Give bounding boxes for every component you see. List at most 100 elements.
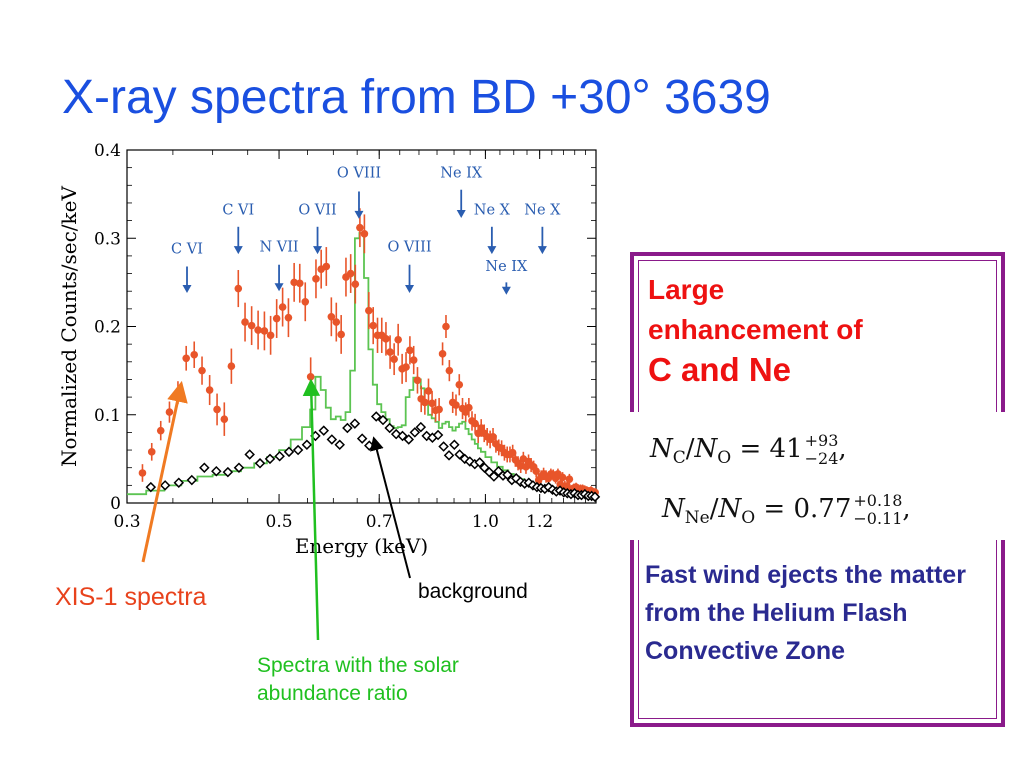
background-data-point	[449, 439, 460, 451]
background-data-point	[211, 465, 222, 477]
line-id-label: C VI	[171, 241, 203, 257]
xis-data-point	[409, 356, 418, 364]
background-data-point	[173, 477, 185, 488]
line-id-arrowhead	[354, 210, 364, 219]
xis-data-point	[138, 469, 147, 477]
background-data-point	[349, 418, 361, 429]
background-data-point	[488, 471, 500, 482]
background-data-point	[384, 422, 395, 434]
y-axis-label: Normalized Counts/sec/keV	[57, 185, 81, 466]
neon-oxygen-ratio-equation: NNe/NO = 0.77 +0.18 −0.11,	[662, 491, 911, 529]
xis-data-point	[365, 306, 373, 315]
background-data-point	[159, 480, 171, 491]
background-data-point	[356, 433, 368, 444]
xis-data-point	[394, 335, 402, 344]
xis-data-point	[455, 380, 464, 389]
xis-data-point	[424, 387, 433, 395]
xis-data-point	[266, 331, 275, 340]
xis-data-point	[284, 313, 293, 322]
xis-pointer-arrow	[141, 380, 188, 563]
background-data-point	[443, 450, 455, 461]
background-data-point	[454, 449, 465, 460]
xis-data-point	[254, 326, 262, 334]
xis-data-point	[369, 321, 378, 330]
xis-data-point	[295, 279, 304, 288]
xis-data-point	[182, 354, 190, 363]
background-data-point	[283, 446, 295, 458]
note-heading-line3: C and Ne	[648, 351, 792, 388]
background-data-point	[199, 462, 210, 473]
xis-data-point	[558, 473, 567, 482]
line-id-label: O VII	[298, 202, 336, 218]
background-data-point	[254, 458, 266, 469]
xis-data-point	[382, 335, 390, 343]
xis-data-point	[332, 318, 341, 326]
line-id-arrowhead	[501, 286, 511, 295]
background-data-point	[334, 439, 345, 451]
equation-area	[622, 412, 1024, 540]
background-data-point	[318, 425, 330, 436]
xis-data-point	[290, 278, 298, 287]
background-data-point	[438, 441, 449, 452]
carbon-oxygen-ratio-equation: NC/NO = 41 +93 −24,	[650, 431, 847, 469]
background-data-point	[326, 434, 338, 445]
background-data-point	[292, 444, 304, 456]
xis-data-point	[156, 426, 165, 435]
background-data-point	[364, 440, 375, 451]
xis-data-point	[390, 355, 398, 363]
xis-data-point	[234, 284, 243, 293]
note-heading: Large enhancement of C and Ne	[648, 270, 863, 390]
x-tick-label: 1.2	[526, 512, 553, 532]
xis-data-point	[327, 312, 336, 321]
line-id-arrowhead	[456, 209, 466, 218]
xis-data-point	[413, 376, 422, 385]
xis-data-point	[445, 366, 454, 375]
background-caption: background	[418, 580, 528, 603]
background-data-point	[589, 491, 601, 503]
background-data-point	[397, 430, 408, 442]
background-data-point	[377, 414, 389, 426]
line-id-label: O VIII	[387, 239, 431, 255]
xis-data-point	[435, 405, 443, 414]
line-id-label: C VI	[222, 202, 254, 218]
y-tick-label: 0.1	[94, 406, 121, 426]
xis-data-point	[312, 275, 320, 283]
background-data-point	[233, 462, 245, 473]
line-id-arrowhead	[405, 284, 415, 293]
note-heading-line1: Large	[648, 274, 725, 305]
xis-data-point	[508, 448, 517, 457]
xis-data-point	[351, 280, 360, 288]
y-tick-label: 0.3	[94, 229, 121, 249]
x-tick-label: 0.7	[366, 512, 393, 532]
xis-data-point	[532, 467, 540, 476]
xis-data-point	[452, 401, 460, 409]
xis-data-point	[421, 398, 429, 407]
solar-abundance-caption: Spectra with the solar abundance ratio	[257, 654, 459, 705]
background-data-point	[432, 429, 444, 441]
xis-data-point	[247, 321, 256, 330]
xis-data-point	[465, 403, 473, 412]
xis-data-point	[346, 269, 355, 278]
y-tick-label: 0	[110, 494, 121, 514]
note-body: Fast wind ejects the matter from the Hel…	[645, 561, 966, 665]
xis-data-point	[227, 362, 236, 371]
line-id-label: Ne IX	[485, 259, 528, 275]
note-heading-line2: enhancement of	[648, 314, 863, 345]
xis-data-point	[406, 346, 414, 355]
xis-spectra-caption: XIS-1 spectra	[55, 583, 207, 611]
xis-data-point	[360, 230, 369, 238]
xis-data-point	[356, 223, 364, 232]
line-id-arrowhead	[274, 283, 284, 292]
x-axis-label: Energy (keV)	[295, 534, 428, 558]
x-tick-label: 0.3	[113, 512, 140, 532]
xis-data-point	[442, 322, 450, 331]
xis-data-point	[165, 408, 174, 416]
line-id-arrowhead	[182, 284, 192, 293]
xis-data-point	[402, 363, 410, 371]
xis-data-point	[337, 330, 345, 339]
line-id-arrowhead	[537, 246, 547, 255]
xis-data-point	[260, 327, 269, 335]
xis-data-point	[278, 303, 287, 311]
background-data-point	[222, 466, 234, 478]
